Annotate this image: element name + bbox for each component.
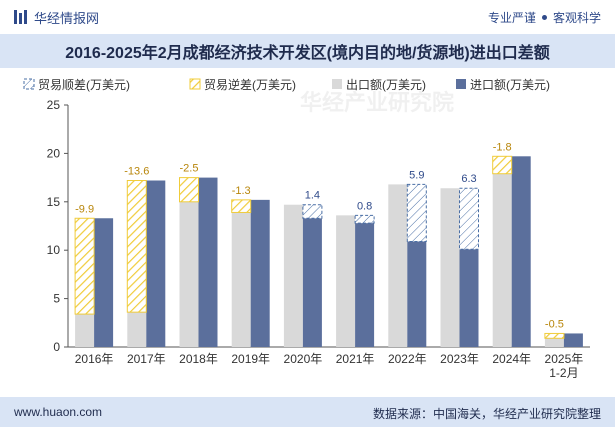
x-tick-label: 2018年 — [179, 352, 218, 366]
balance-label: 6.3 — [461, 173, 476, 185]
import-bar — [198, 177, 218, 347]
tagline-left: 专业严谨 — [487, 10, 536, 25]
tagline-right: 客观科学 — [552, 10, 601, 25]
brand-logo-icon — [14, 10, 27, 24]
import-bar — [511, 156, 531, 347]
balance-label: -2.5 — [180, 163, 199, 175]
export-bar — [336, 215, 356, 347]
balance-label: -1.3 — [232, 185, 251, 197]
export-bar — [75, 314, 95, 347]
x-tick-label: 1-2月 — [549, 366, 578, 380]
balance-label: -0.5 — [545, 318, 564, 330]
legend-label: 贸易顺差(万美元) — [38, 78, 130, 92]
export-bar — [283, 204, 303, 347]
legend-label: 进口额(万美元) — [470, 78, 550, 92]
export-bar — [544, 338, 564, 347]
deficit-segment — [231, 199, 252, 213]
export-bar — [388, 184, 408, 347]
brand-name: 华经情报网 — [34, 10, 100, 26]
watermark: 华经产业研究院 — [300, 90, 454, 115]
balance-label: -13.6 — [124, 166, 149, 178]
balance-label: -9.9 — [75, 203, 94, 215]
legend-swatch-surplus — [23, 78, 35, 90]
surplus-segment — [302, 204, 323, 219]
import-bar — [563, 333, 583, 347]
y-tick-label: 20 — [47, 146, 61, 160]
bars — [74, 155, 583, 347]
surplus-segment — [459, 187, 479, 250]
x-tick-label: 2022年 — [388, 352, 427, 366]
legend-swatch-deficit — [189, 78, 201, 90]
export-bar — [440, 188, 460, 347]
legend-label: 贸易逆差(万美元) — [204, 77, 296, 92]
bullet-icon — [541, 14, 547, 20]
export-bar — [492, 173, 512, 347]
legend-swatch-export — [332, 79, 342, 89]
import-bar — [94, 218, 114, 347]
legend-swatch-import — [456, 79, 466, 89]
deficit-segment — [492, 155, 513, 175]
y-tick-label: 10 — [47, 243, 61, 257]
import-bar — [250, 199, 270, 347]
deficit-segment — [179, 177, 199, 203]
axes: 0 5 10 15 20 25 2016年 2017年 2018年 2019年 2020年 2021年… — [47, 98, 590, 380]
y-tick-label: 15 — [47, 195, 61, 209]
deficit-segment — [74, 217, 95, 315]
footer-source: 数据来源：中国海关，华经产业研究院整理 — [372, 407, 601, 421]
y-tick-label: 0 — [53, 340, 60, 354]
import-bar — [302, 218, 322, 347]
chart: 华经产业研究院 贸易顺差(万美元) 贸易逆差(万美元) 出口额(万美元) 进口额(万美… — [23, 77, 590, 380]
x-tick-label: 2016年 — [75, 352, 114, 366]
data-labels: -9.9 -13.6 -2.5 -1.3 1.4 0.8 5.9 6.3 -1.8 -0.5 — [75, 141, 564, 330]
x-tick-label: 2019年 — [231, 352, 270, 366]
import-bar — [355, 223, 375, 347]
import-bar — [407, 241, 427, 347]
export-bar — [127, 312, 147, 347]
balance-label: -1.8 — [493, 141, 512, 153]
import-bar — [146, 180, 166, 347]
title-bar: 2016-2025年2月成都经济技术开发区(境内目的地/货源地)进出口差额 — [0, 34, 615, 68]
deficit-segment — [544, 332, 565, 339]
chart-title: 2016-2025年2月成都经济技术开发区(境内目的地/货源地)进出口差额 — [65, 45, 550, 62]
export-bar — [231, 212, 251, 347]
y-tick-label: 25 — [47, 98, 61, 112]
legend-label: 出口额(万美元) — [346, 78, 426, 92]
footer-site: www.huaon.com — [14, 405, 103, 419]
top-bar: 华经情报网 专业严谨 客观科学 — [0, 0, 615, 34]
brand: 华经情报网 — [14, 7, 99, 27]
x-tick-label: 2017年 — [127, 352, 166, 366]
balance-label: 0.8 — [357, 200, 372, 212]
balance-label: 1.4 — [305, 190, 320, 202]
import-bar — [459, 249, 479, 347]
y-tick-label: 5 — [53, 292, 60, 306]
x-tick-label: 2021年 — [336, 352, 375, 366]
x-tick-label: 2025年 — [545, 352, 584, 366]
x-tick-label: 2024年 — [492, 352, 531, 366]
x-tick-label: 2023年 — [440, 352, 479, 366]
footer: www.huaon.com 数据来源：中国海关，华经产业研究院整理 — [0, 397, 615, 427]
export-bar — [179, 201, 199, 347]
surplus-segment — [406, 183, 427, 242]
tagline: 专业严谨 客观科学 — [488, 7, 601, 27]
balance-label: 5.9 — [409, 169, 424, 181]
legend: 贸易顺差(万美元) 贸易逆差(万美元) 出口额(万美元) 进口额(万美元) — [23, 77, 550, 92]
x-tick-label: 2020年 — [284, 352, 323, 366]
deficit-segment — [126, 180, 147, 313]
surplus-segment — [354, 214, 375, 224]
